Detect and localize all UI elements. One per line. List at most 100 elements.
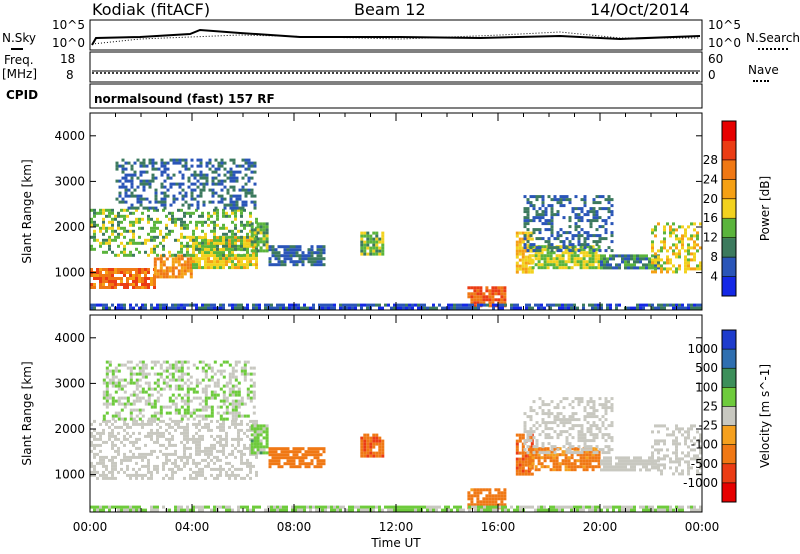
- data-cell: [369, 439, 373, 443]
- data-cell: [538, 237, 542, 241]
- data-cell: [678, 508, 681, 512]
- data-cell: [171, 434, 174, 438]
- data-cell: [144, 402, 148, 406]
- data-cell: [527, 270, 531, 274]
- data-cell: [147, 458, 150, 462]
- data-cell: [240, 505, 243, 509]
- data-cell: [174, 408, 178, 412]
- data-cell: [310, 453, 314, 457]
- data-cell: [93, 470, 96, 474]
- data-cell: [510, 306, 513, 310]
- data-cell: [684, 255, 687, 259]
- data-cell: [249, 220, 252, 224]
- data-cell: [111, 473, 114, 477]
- data-cell: [250, 191, 254, 195]
- data-cell: [237, 422, 240, 426]
- data-cell: [525, 505, 528, 509]
- data-cell: [255, 257, 258, 261]
- data-cell: [363, 240, 367, 244]
- data-cell: [219, 422, 222, 426]
- data-cell: [150, 431, 153, 435]
- data-cell: [583, 418, 587, 422]
- data-cell: [135, 446, 138, 450]
- data-cell: [532, 228, 536, 232]
- data-cell: [550, 207, 554, 211]
- data-cell: [274, 251, 278, 255]
- data-cell: [192, 211, 195, 215]
- data-cell: [524, 231, 528, 235]
- data-cell: [639, 456, 642, 460]
- data-cell: [651, 254, 654, 258]
- data-cell: [126, 271, 129, 274]
- data-cell: [238, 206, 242, 210]
- data-cell: [225, 437, 228, 441]
- data-cell: [672, 231, 675, 235]
- data-cell: [555, 508, 558, 512]
- data-cell: [577, 237, 581, 241]
- data-cell: [657, 442, 660, 446]
- data-cell: [162, 476, 165, 480]
- data-cell: [535, 427, 539, 431]
- data-cell: [177, 464, 180, 468]
- data-cell: [556, 210, 560, 214]
- data-cell: [687, 249, 690, 253]
- data-cell: [604, 406, 608, 410]
- data-cell: [675, 445, 678, 449]
- data-cell: [234, 419, 237, 423]
- data-cell: [132, 223, 135, 227]
- data-cell: [369, 451, 373, 455]
- data-cell: [168, 396, 172, 400]
- data-cell: [96, 431, 99, 435]
- data-cell: [144, 250, 147, 254]
- data-cell: [521, 252, 525, 256]
- data-cell: [231, 417, 235, 421]
- data-cell: [518, 237, 522, 241]
- data-cell: [564, 453, 568, 457]
- data-cell: [351, 303, 354, 307]
- data-cell: [265, 427, 269, 431]
- data-cell: [541, 213, 545, 217]
- data-cell: [552, 465, 556, 469]
- data-cell: [286, 450, 290, 454]
- data-cell: [126, 458, 129, 462]
- data-cell: [603, 260, 606, 264]
- data-cell: [530, 231, 534, 235]
- data-cell: [606, 508, 609, 512]
- data-cell: [141, 372, 145, 376]
- data-cell: [558, 254, 562, 258]
- data-cell: [126, 464, 129, 468]
- data-cell: [222, 266, 225, 270]
- data-cell: [175, 182, 179, 186]
- data-cell: [171, 366, 175, 370]
- data-cell: [186, 393, 190, 397]
- data-cell: [93, 238, 96, 242]
- data-cell: [408, 505, 411, 509]
- data-cell: [237, 263, 240, 267]
- data-cell: [180, 375, 184, 379]
- data-cell: [90, 464, 93, 468]
- data-cell: [231, 369, 235, 373]
- data-cell: [298, 260, 302, 264]
- data-cell: [123, 286, 126, 289]
- data-cell: [663, 240, 666, 244]
- data-cell: [196, 158, 200, 162]
- data-cell: [201, 387, 205, 391]
- data-cell: [241, 185, 245, 189]
- data-cell: [597, 505, 600, 509]
- colorbar-frame: [721, 120, 737, 297]
- data-cell: [495, 508, 498, 512]
- data-cell: [309, 505, 312, 509]
- data-cell: [663, 243, 666, 247]
- data-cell: [571, 418, 575, 422]
- data-cell: [123, 268, 126, 271]
- data-cell: [111, 303, 114, 307]
- data-cell: [597, 465, 601, 469]
- data-cell: [556, 231, 560, 235]
- data-cell: [556, 418, 560, 422]
- data-cell: [198, 408, 202, 412]
- data-cell: [180, 508, 183, 512]
- data-cell: [491, 286, 495, 290]
- data-cell: [429, 306, 432, 310]
- data-cell: [153, 360, 157, 364]
- data-cell: [468, 508, 471, 512]
